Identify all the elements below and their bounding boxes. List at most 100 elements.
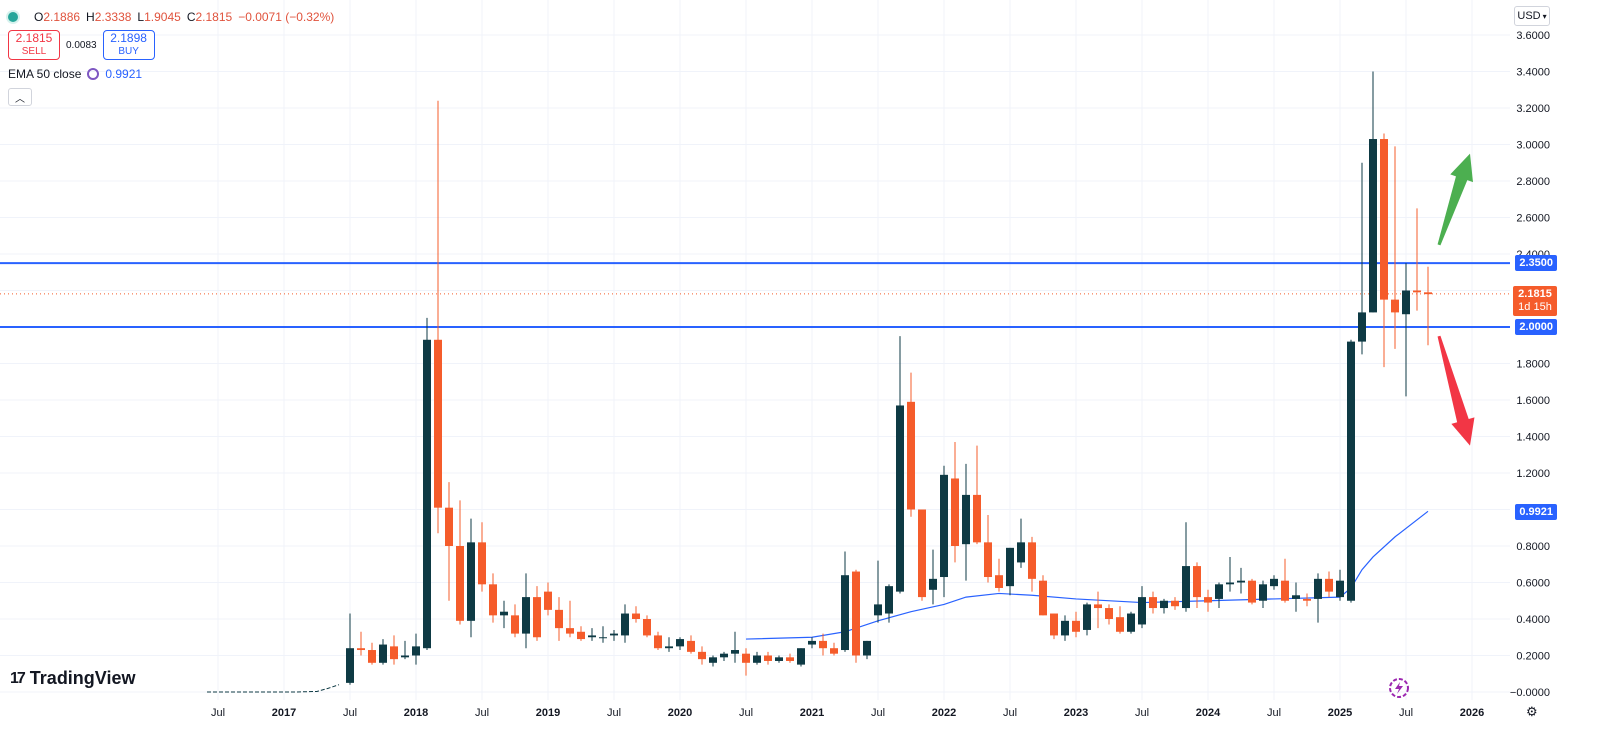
candle-body (852, 571, 860, 656)
time-tick-label: 2025 (1328, 707, 1352, 719)
candle (1006, 547, 1014, 596)
candle-body (467, 542, 475, 621)
candle (1424, 266, 1432, 346)
candle (1017, 518, 1025, 568)
logo-text: TradingView (29, 668, 136, 688)
candle (434, 100, 442, 534)
candle (1050, 613, 1058, 640)
candle (544, 582, 552, 616)
buy-button[interactable]: 2.1898 BUY (102, 30, 155, 60)
price-tick-label: 2.6000 (1516, 213, 1550, 225)
time-tick-label: Jul (1267, 707, 1281, 719)
candle-body (533, 597, 541, 638)
candle-body (962, 494, 970, 545)
candle (489, 573, 497, 623)
candle-body (1105, 608, 1113, 619)
candle (896, 336, 904, 594)
time-tick-label: 2026 (1460, 707, 1484, 719)
candle (808, 637, 816, 649)
candle (698, 646, 706, 665)
candle (885, 584, 893, 623)
candle-body (918, 509, 926, 598)
candle (1369, 71, 1377, 313)
currency-selector[interactable]: USD ▾ (1514, 6, 1550, 26)
time-tick-label: Jul (211, 707, 225, 719)
candle-body (412, 646, 420, 656)
market-status-icon[interactable] (8, 12, 18, 22)
candle-body (357, 648, 365, 651)
candle-body (1303, 598, 1311, 601)
candle (588, 628, 596, 641)
candle-body (731, 650, 739, 654)
candle (522, 573, 530, 649)
candle-body (456, 546, 464, 621)
tradingview-logo[interactable]: 17 TradingView (10, 668, 136, 689)
indicator-legend[interactable]: EMA 50 close 0.9921 (8, 66, 334, 82)
time-tick-label: Jul (475, 707, 489, 719)
currency-label: USD (1517, 10, 1541, 22)
candle-body (1171, 600, 1179, 607)
candle-body (1160, 600, 1168, 609)
candle-body (665, 646, 673, 649)
candle-body (720, 653, 728, 658)
candle-body (1358, 312, 1366, 342)
candle (478, 522, 486, 592)
candle (929, 549, 937, 605)
price-tick-label: 0.8000 (1516, 541, 1550, 553)
candle-body (434, 339, 442, 508)
candle-body (1402, 290, 1410, 315)
grid-lines (0, 0, 1510, 700)
candle-body (764, 655, 772, 661)
candle-body (1006, 547, 1014, 587)
candle (742, 648, 750, 676)
candle (1402, 263, 1410, 397)
gear-icon[interactable]: ⚙ (1526, 704, 1538, 719)
candle-body (1314, 578, 1322, 599)
candle-body (1204, 597, 1212, 603)
candle-body (632, 613, 640, 619)
sell-button[interactable]: 2.1815 SELL (8, 30, 60, 60)
lightning-icon[interactable] (1385, 676, 1413, 700)
candle (731, 631, 739, 663)
candle (1347, 339, 1355, 603)
candle (1072, 611, 1080, 638)
price-tick-label: 1.2000 (1516, 468, 1550, 480)
candle-body (698, 651, 706, 660)
candle-body (687, 640, 695, 652)
time-tick-label: 2021 (800, 707, 824, 719)
candle (379, 639, 387, 665)
candle-body (797, 648, 805, 665)
candle-body (1226, 582, 1234, 585)
candle-body (940, 474, 948, 578)
time-tick-label: 2023 (1064, 707, 1088, 719)
candle (1105, 604, 1113, 625)
high-value: 2.3338 (94, 10, 132, 24)
lower-level-badge: 2.0000 (1515, 319, 1557, 335)
collapse-legend-button[interactable]: ︿ (8, 88, 32, 106)
candle-body (1248, 580, 1256, 603)
candle (995, 558, 1003, 592)
high-label: H (86, 10, 95, 24)
candle-body (1270, 578, 1278, 587)
chevron-down-icon: ▾ (1542, 11, 1547, 21)
buy-label: BUY (118, 46, 139, 57)
candle-body (654, 635, 662, 649)
candle-body (1050, 613, 1058, 636)
price-tick-label: 0.4000 (1516, 614, 1550, 626)
candle (390, 635, 398, 665)
candle (445, 482, 453, 601)
candle (500, 600, 508, 629)
candle (1237, 567, 1245, 594)
candle-body (390, 646, 398, 660)
candle-body (401, 655, 409, 658)
candle (1116, 606, 1124, 634)
candle (555, 597, 563, 641)
candle (1182, 522, 1190, 612)
indicator-sync-icon[interactable] (87, 68, 100, 80)
chevron-up-icon: ︿ (15, 93, 25, 105)
candle (1336, 569, 1344, 601)
candle-body (1072, 620, 1080, 632)
price-axis: −0.00000.20000.40000.60000.80001.00001.2… (1510, 30, 1550, 699)
candle-body (830, 648, 838, 654)
